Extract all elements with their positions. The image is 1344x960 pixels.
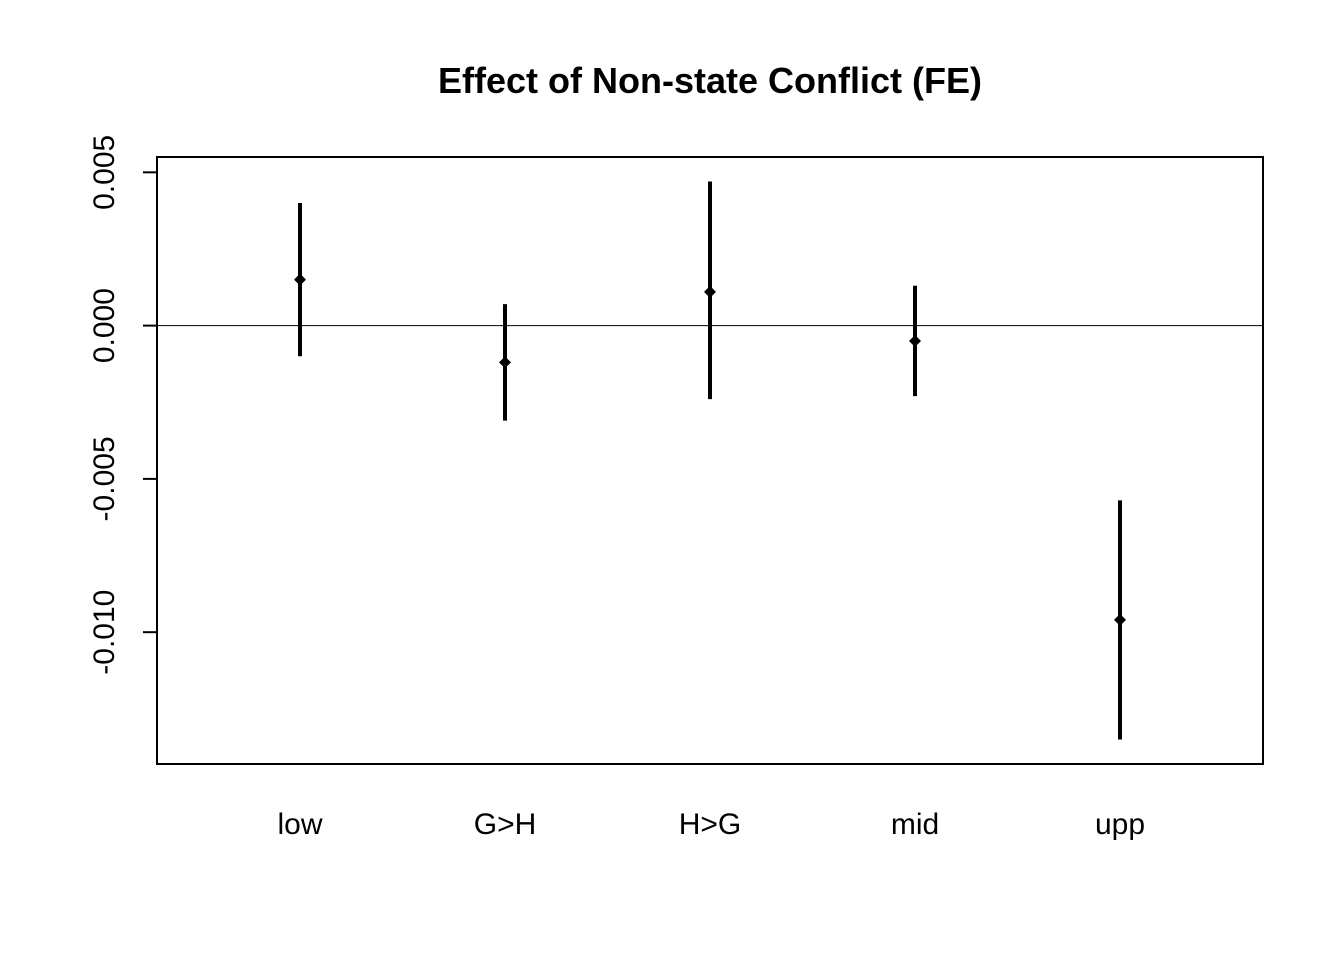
x-tick-label: low <box>277 808 322 841</box>
chart-marks <box>294 181 1126 740</box>
chart-title: Effect of Non-state Conflict (FE) <box>438 60 982 101</box>
x-tick-label: mid <box>891 808 939 841</box>
point-estimate-marker <box>909 334 921 347</box>
point-estimate-marker <box>499 356 511 369</box>
x-axis-labels: low G>H H>G mid upp <box>277 808 1145 841</box>
plot-frame <box>156 156 1264 765</box>
x-tick-label: upp <box>1095 808 1145 841</box>
point-estimate-marker <box>1114 613 1126 626</box>
point-estimate-marker <box>294 273 306 286</box>
y-tick-label: 0.000 <box>88 288 121 363</box>
x-tick-label: G>H <box>474 808 537 841</box>
y-tick-label: -0.005 <box>88 436 121 521</box>
y-axis: 0.005 0.000 -0.005 -0.010 <box>88 135 157 675</box>
point-estimate-marker <box>704 285 716 298</box>
y-tick-label: 0.005 <box>88 135 121 210</box>
x-tick-label: H>G <box>679 808 742 841</box>
y-tick-label: -0.010 <box>88 590 121 675</box>
